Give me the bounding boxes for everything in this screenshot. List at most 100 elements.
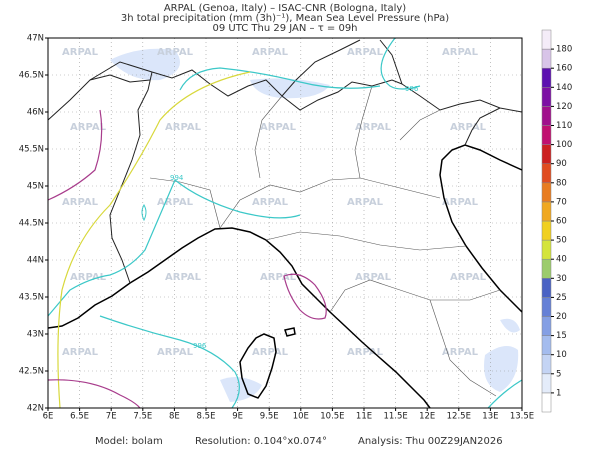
watermark: ARPAL [62,197,99,208]
colorbar-label: 10 [556,350,567,360]
lon-label: 8.5E [197,412,216,422]
colorbar-box [541,163,552,184]
lon-label: 9.5E [260,412,279,422]
colorbar-box [541,373,552,394]
lon-label: 12E [419,412,435,422]
colorbar-box [541,125,552,145]
lon-label: 9E [232,412,243,422]
watermark: ARPAL [157,47,194,58]
watermark: ARPAL [355,272,392,283]
lat-label: 46N [27,108,44,118]
lat-label: 43.5N [19,293,44,303]
colorbar-box [541,316,552,336]
watermarks: ARPAL ARPAL ARPAL ARPAL ARPAL ARPAL ARPAL ARPAL… [62,47,487,358]
lon-label: 12.5E [447,412,471,422]
colorbar-label: 80 [556,178,567,188]
pressure-contours [47,37,523,409]
colorbar-box [541,278,552,298]
colorbar-label: 50 [556,236,567,246]
colorbar-label: 90 [556,159,567,169]
lon-label: 7.5E [133,412,152,422]
lon-label: 7E [106,412,117,422]
header-line: 3h total precipitation (mm (3h)⁻¹), Mean… [121,13,449,24]
lat-label: 46.5N [19,71,44,81]
colorbar-box [541,239,552,260]
watermark: ARPAL [252,47,289,58]
colorbar-box [541,182,552,203]
lon-label: 13E [482,412,498,422]
watermark: ARPAL [70,122,107,133]
watermark: ARPAL [157,347,194,358]
colorbar-label: 140 [556,83,572,93]
lat-label: 42.5N [19,367,44,377]
lat-label: 44N [27,256,44,266]
lat-label: 47N [27,34,44,44]
colorbar-box [541,67,552,88]
colorbar-label: 15 [556,331,567,341]
watermark: ARPAL [165,122,202,133]
lon-label: 11.5E [383,412,407,422]
watermark: ARPAL [260,122,297,133]
watermark: ARPAL [252,197,289,208]
header-line: 09 UTC Thu 29 JAN – τ = 09h [212,23,357,34]
colorbar-box [541,48,552,69]
lon-label: 10E [293,412,309,422]
colorbar-box [541,392,552,413]
footer-model: Model: bolam [95,436,163,447]
watermark: ARPAL [347,47,384,58]
coastlines [47,144,523,409]
colorbar-box [541,354,552,375]
watermark: ARPAL [347,347,384,358]
colorbar-label: 25 [556,293,567,303]
watermark: ARPAL [70,272,107,283]
colorbar-label: 110 [556,121,572,131]
watermark: ARPAL [450,122,487,133]
watermark: ARPAL [165,272,202,283]
contour-label: 994 [170,174,184,182]
watermark: ARPAL [260,272,297,283]
colorbar-box [541,201,552,222]
lon-label: 6E [43,412,54,422]
lon-label: 6.5E [70,412,89,422]
colorbar-box [541,29,552,50]
colorbar-label: 1 [556,388,561,398]
colorbar-box [541,106,552,126]
colorbar-label: 160 [556,64,572,74]
colorbar-box [541,144,552,164]
lon-label: 13.5E [510,412,534,422]
colorbar-box [541,87,552,107]
footer-analysis: Analysis: Thu 00Z29JAN2026 [358,436,503,447]
watermark: ARPAL [442,47,479,58]
contour-label: 996 [193,342,207,350]
watermark: ARPAL [62,47,99,58]
footer-resolution: Resolution: 0.104°x0.074° [195,436,327,447]
lat-label: 44.5N [19,219,44,229]
colorbar-label: 180 [556,45,572,55]
lat-label: 43N [27,330,44,340]
watermark: ARPAL [442,347,479,358]
colorbar-box [541,220,552,241]
map-area: ARPAL ARPAL ARPAL ARPAL ARPAL ARPAL ARPAL ARPAL… [47,37,523,409]
watermark: ARPAL [355,122,392,133]
colorbar-box [541,335,552,355]
watermark: ARPAL [62,347,99,358]
lon-label: 8E [169,412,180,422]
lat-label: 42N [27,404,44,414]
lon-label: 11E [356,412,372,422]
contour-label: 996 [405,85,419,93]
colorbar-label: 30 [556,274,567,284]
colorbar-label: 100 [556,140,572,150]
colorbar-label: 70 [556,197,567,207]
lat-label: 45.5N [19,145,44,155]
header-line: ARPAL (Genoa, Italy) – ISAC-CNR (Bologna… [164,3,406,14]
colorbar-label: 120 [556,102,572,112]
colorbar-label: 40 [556,255,567,265]
lon-label: 10.5E [320,412,344,422]
watermark: ARPAL [157,197,194,208]
lat-label: 45N [27,182,44,192]
watermark: ARPAL [450,272,487,283]
watermark: ARPAL [442,197,479,208]
colorbar-box [541,258,552,279]
regional-borders [149,85,501,397]
